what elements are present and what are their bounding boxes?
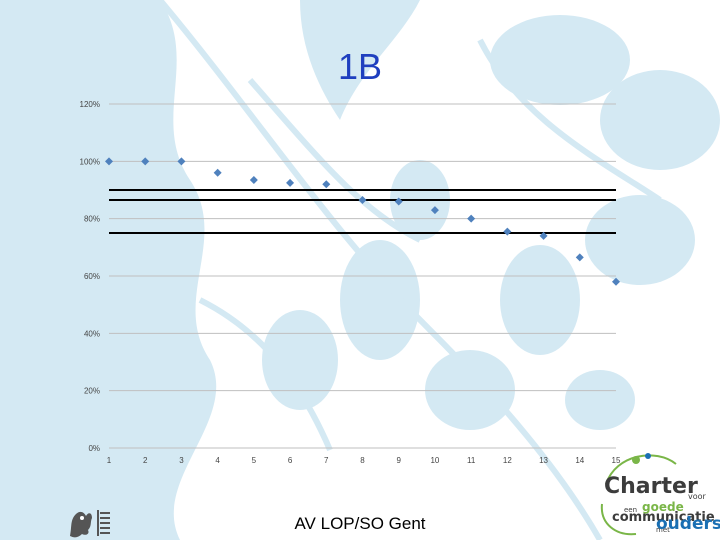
x-tick-label-3: 3 [179, 456, 184, 465]
x-tick-label-5: 5 [252, 456, 257, 465]
y-tick-label-4: 80% [84, 215, 100, 224]
x-tick-label-11: 11 [467, 456, 476, 465]
data-points [105, 157, 620, 286]
x-tick-label-15: 15 [612, 456, 621, 465]
data-point-6 [286, 178, 295, 187]
x-tick-label-4: 4 [215, 456, 220, 465]
x-tick-label-1: 1 [107, 456, 112, 465]
data-point-1 [105, 157, 113, 166]
charter-logo-line1: Charter [604, 474, 698, 499]
lion-logo [70, 510, 110, 538]
y-tick-label-5: 100% [80, 157, 100, 166]
x-tick-label-10: 10 [430, 456, 439, 465]
data-point-5 [249, 175, 258, 184]
data-point-10 [430, 206, 439, 215]
charter-logo-line4: goede [642, 500, 684, 514]
x-tick-label-14: 14 [575, 456, 584, 465]
data-point-8 [358, 196, 367, 205]
data-point-2 [141, 157, 150, 166]
x-tick-label-8: 8 [360, 456, 365, 465]
charter-logo-line3: een [624, 506, 638, 514]
data-point-9 [394, 197, 403, 206]
slide-footer: AV LOP/SO Gent [294, 514, 426, 533]
charter-logo: Charter voor een goede communicatie met … [596, 444, 720, 540]
slide-title: 1B [337, 46, 383, 87]
x-tick-label-6: 6 [288, 456, 293, 465]
data-point-4 [213, 168, 222, 177]
y-tick-label-2: 40% [84, 329, 100, 338]
data-point-7 [322, 180, 331, 189]
charter-logo-line5: communicatie [612, 510, 715, 525]
charter-logo-line6: met [656, 526, 670, 534]
x-tick-label-7: 7 [324, 456, 329, 465]
data-point-14 [575, 253, 584, 262]
x-tick-labels: 1 2 3 4 5 6 7 8 9 10 11 12 13 14 15 [107, 456, 621, 465]
y-tick-label-6: 120% [80, 100, 100, 109]
charter-logo-swirl [600, 453, 677, 536]
charter-logo-line2: voor [688, 492, 706, 501]
gridlines [109, 103, 616, 449]
data-point-13 [539, 231, 548, 240]
x-tick-label-13: 13 [539, 456, 548, 465]
x-tick-label-12: 12 [503, 456, 512, 465]
x-tick-label-9: 9 [396, 456, 401, 465]
x-tick-label-2: 2 [143, 456, 148, 465]
y-tick-label-1: 20% [84, 387, 100, 396]
data-point-12 [503, 227, 512, 236]
data-point-15 [612, 277, 620, 286]
y-tick-labels: 0% 20% 40% 60% 80% 100% 120% [80, 100, 100, 453]
y-tick-label-0: 0% [88, 444, 100, 453]
y-tick-label-3: 60% [84, 272, 100, 281]
charter-logo-line7: ouders [656, 514, 720, 534]
data-point-3 [177, 157, 186, 166]
data-point-11 [467, 214, 476, 223]
